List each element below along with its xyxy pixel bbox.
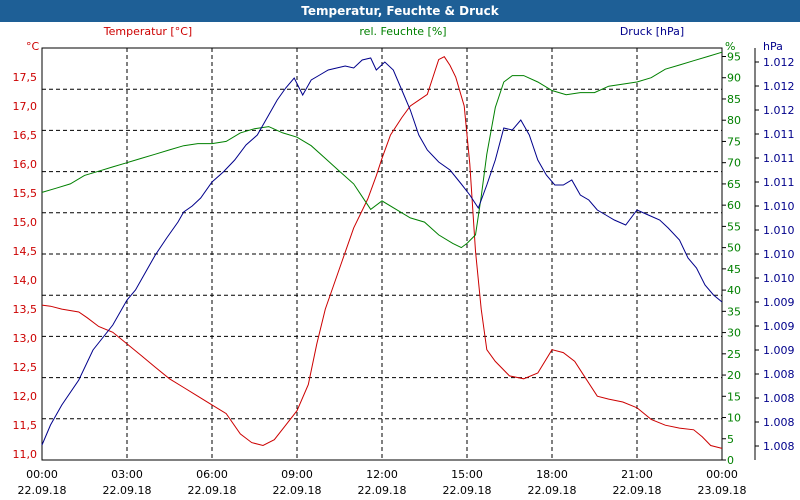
temperature-series-line [41, 56, 723, 449]
x-tick-time: 09:00 [281, 468, 313, 481]
humidity-tick-label: 50 [727, 242, 741, 255]
humidity-tick-label: 60 [727, 199, 741, 212]
humidity-tick-label: 85 [727, 93, 741, 106]
x-tick-time: 21:00 [621, 468, 653, 481]
temperature-tick-label: 12,5 [13, 361, 38, 374]
temperature-tick-label: 16,5 [13, 129, 38, 142]
humidity-unit-label: % [725, 40, 735, 53]
humidity-tick-label: 70 [727, 157, 741, 170]
pressure-tick-label: 1.011 [763, 152, 795, 165]
pressure-tick-label: 1.009 [763, 344, 795, 357]
x-tick-date: 22.09.18 [273, 484, 322, 497]
x-tick-time: 18:00 [536, 468, 568, 481]
x-tick-date: 22.09.18 [103, 484, 152, 497]
temperature-tick-label: 13,5 [13, 303, 38, 316]
pressure-series-line [41, 57, 723, 446]
humidity-tick-label: 40 [727, 284, 741, 297]
pressure-unit-label: hPa [763, 40, 783, 53]
x-tick-date: 22.09.18 [528, 484, 577, 497]
pressure-tick-label: 1.010 [763, 248, 795, 261]
temperature-tick-label: 12,0 [13, 390, 38, 403]
humidity-tick-label: 75 [727, 135, 741, 148]
humidity-tick-label: 65 [727, 178, 741, 191]
temperature-axis-title: Temperatur [°C] [103, 25, 192, 38]
temperature-tick-label: 15,0 [13, 216, 38, 229]
x-tick-date: 23.09.18 [698, 484, 747, 497]
x-tick-time: 00:00 [706, 468, 738, 481]
pressure-tick-label: 1.012 [763, 56, 795, 69]
temperature-tick-label: 15,5 [13, 187, 38, 200]
humidity-series-line [41, 51, 723, 249]
pressure-axis-title: Druck [hPa] [620, 25, 684, 38]
x-tick-date: 22.09.18 [18, 484, 67, 497]
x-tick-time: 00:00 [26, 468, 58, 481]
x-tick-time: 06:00 [196, 468, 228, 481]
pressure-tick-label: 1.011 [763, 128, 795, 141]
humidity-tick-label: 10 [727, 412, 741, 425]
pressure-tick-label: 1.008 [763, 392, 795, 405]
humidity-tick-label: 80 [727, 114, 741, 127]
x-tick-time: 12:00 [366, 468, 398, 481]
humidity-tick-label: 0 [727, 454, 734, 467]
chart-title: Temperatur, Feuchte & Druck [0, 0, 800, 22]
humidity-tick-label: 25 [727, 348, 741, 361]
temperature-tick-label: 11,0 [13, 448, 38, 461]
temperature-unit-label: °C [26, 40, 40, 53]
x-tick-date: 22.09.18 [188, 484, 237, 497]
x-tick-date: 22.09.18 [613, 484, 662, 497]
pressure-tick-label: 1.010 [763, 224, 795, 237]
humidity-tick-label: 20 [727, 369, 741, 382]
temperature-tick-label: 13,0 [13, 332, 38, 345]
pressure-tick-label: 1.008 [763, 416, 795, 429]
pressure-tick-label: 1.008 [763, 440, 795, 453]
humidity-tick-label: 90 [727, 72, 741, 85]
humidity-tick-label: 45 [727, 263, 741, 276]
humidity-tick-label: 30 [727, 327, 741, 340]
humidity-tick-label: 15 [727, 390, 741, 403]
temperature-tick-label: 16,0 [13, 158, 38, 171]
pressure-tick-label: 1.009 [763, 296, 795, 309]
pressure-tick-label: 1.012 [763, 80, 795, 93]
pressure-tick-label: 1.010 [763, 272, 795, 285]
humidity-tick-label: 95 [727, 50, 741, 63]
humidity-tick-label: 35 [727, 305, 741, 318]
plot-frame [41, 47, 723, 461]
x-tick-date: 22.09.18 [443, 484, 492, 497]
pressure-tick-label: 1.012 [763, 104, 795, 117]
humidity-tick-label: 5 [727, 433, 734, 446]
temperature-tick-label: 11,5 [13, 419, 38, 432]
chart-plot: Temperatur [°C] rel. Feuchte [%] Druck [hP… [13, 25, 795, 497]
pressure-tick-label: 1.011 [763, 176, 795, 189]
x-tick-time: 03:00 [111, 468, 143, 481]
temperature-tick-label: 14,0 [13, 274, 38, 287]
x-tick-date: 22.09.18 [358, 484, 407, 497]
humidity-tick-label: 55 [727, 220, 741, 233]
temperature-tick-label: 17,0 [13, 100, 38, 113]
humidity-axis-title: rel. Feuchte [%] [359, 25, 446, 38]
temperature-tick-label: 14,5 [13, 245, 38, 258]
x-tick-time: 15:00 [451, 468, 483, 481]
temperature-tick-label: 17,5 [13, 71, 38, 84]
pressure-tick-label: 1.008 [763, 368, 795, 381]
pressure-tick-label: 1.009 [763, 320, 795, 333]
pressure-tick-label: 1.010 [763, 200, 795, 213]
